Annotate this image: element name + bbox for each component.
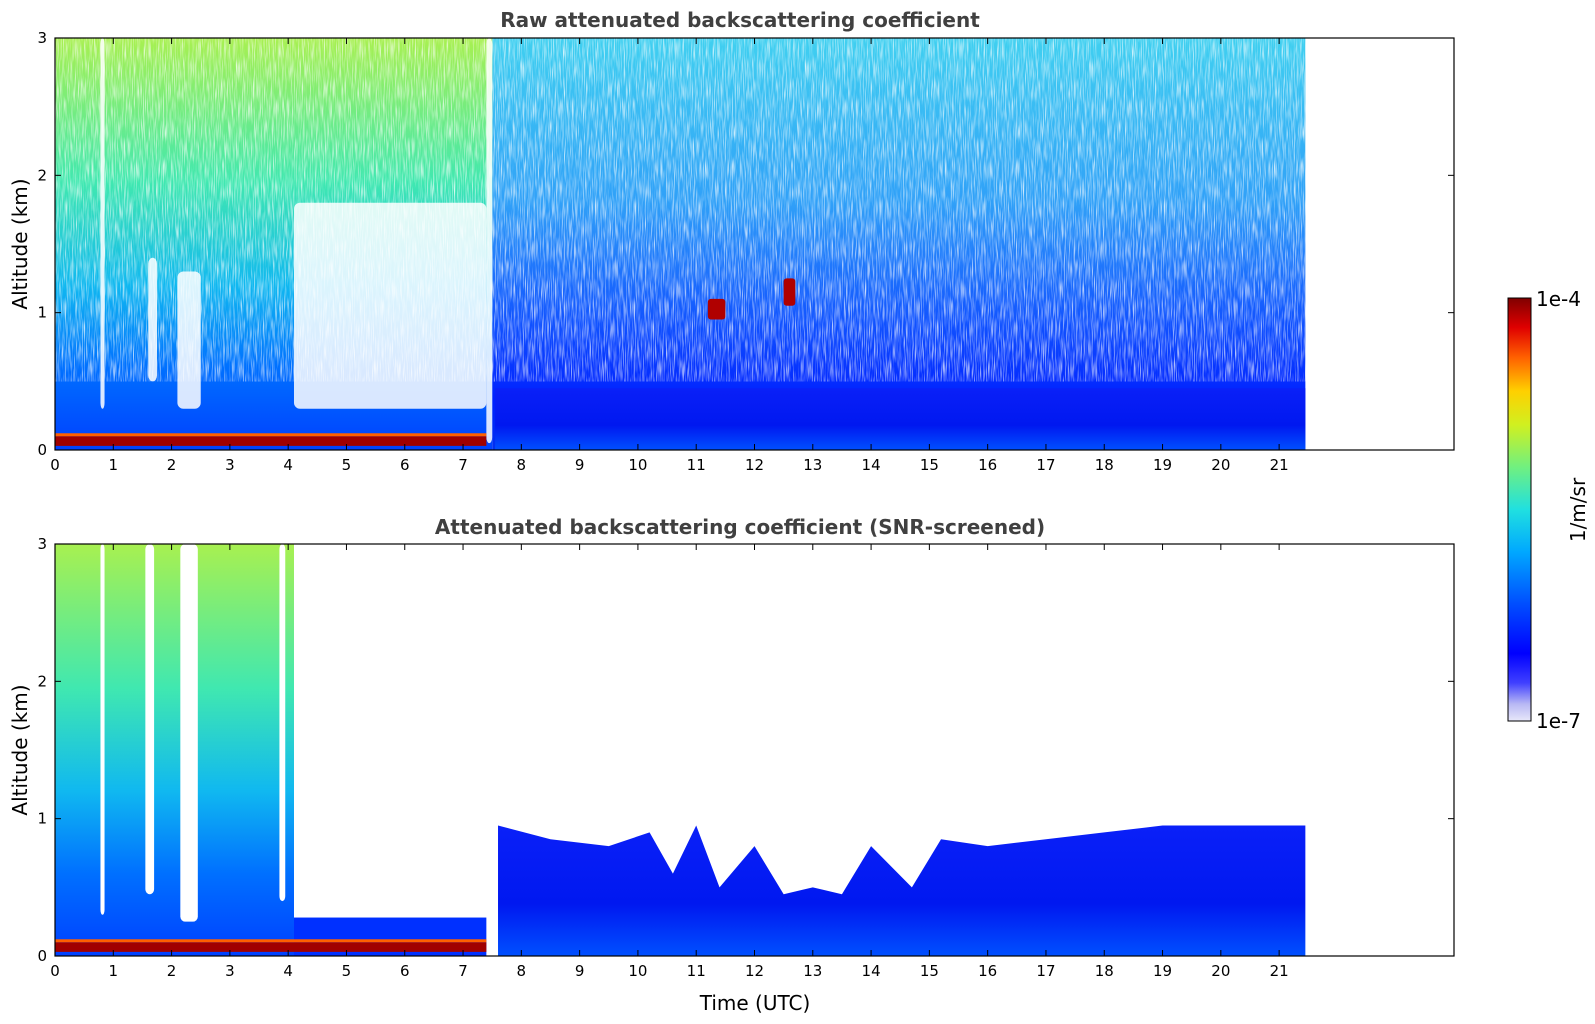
x-tick-label: 20 <box>1211 456 1230 474</box>
x-tick-label: 5 <box>342 962 352 980</box>
cloud-feature <box>707 298 726 320</box>
surface-layer-edge <box>55 433 487 437</box>
x-tick-label: 11 <box>687 962 706 980</box>
cloud-feature <box>783 278 796 306</box>
surface-layer <box>55 436 487 446</box>
surface-layer-edge <box>55 939 487 943</box>
y-tick-label: 1 <box>37 810 47 828</box>
x-tick-label: 2 <box>167 962 177 980</box>
x-tick-label: 21 <box>1270 456 1289 474</box>
x-tick-label: 14 <box>862 962 881 980</box>
colorbar-gradient <box>1507 297 1532 722</box>
x-tick-label: 10 <box>628 962 647 980</box>
x-tick-label: 18 <box>1095 456 1114 474</box>
x-tick-label: 4 <box>283 962 293 980</box>
x-tick-label: 0 <box>50 962 60 980</box>
x-axis-label: Time (UTC) <box>699 991 811 1015</box>
colorbar-max-label: 1e-4 <box>1536 287 1581 311</box>
x-tick-label: 1 <box>109 456 119 474</box>
snr-gap <box>100 544 105 915</box>
x-tick-label: 8 <box>517 456 527 474</box>
x-tick-label: 3 <box>225 962 235 980</box>
x-tick-label: 10 <box>628 456 647 474</box>
x-tick-label: 8 <box>517 962 527 980</box>
colorbar-min-label: 1e-7 <box>1536 709 1581 733</box>
colorbar: 1e-4 1e-7 1/m/sr <box>1507 287 1590 733</box>
x-tick-label: 9 <box>575 456 585 474</box>
y-axis-label-raw: Altitude (km) <box>8 178 32 309</box>
heatmap-snr <box>55 544 1306 956</box>
snr-aerosol-region <box>55 544 294 956</box>
snr-gap <box>180 544 198 922</box>
y-tick-label: 2 <box>37 672 47 690</box>
x-tick-label: 12 <box>745 456 764 474</box>
x-tick-label: 6 <box>400 456 410 474</box>
y-tick-label: 1 <box>37 304 47 322</box>
x-tick-label: 19 <box>1153 962 1172 980</box>
y-tick-label: 0 <box>37 947 47 965</box>
x-tick-label: 16 <box>978 962 997 980</box>
y-tick-label: 0 <box>37 441 47 459</box>
snr-gap <box>145 544 155 895</box>
colorbar-unit-label: 1/m/sr <box>1566 477 1590 542</box>
raw-gap <box>148 257 158 382</box>
x-tick-label: 7 <box>458 456 468 474</box>
y-axis-label-snr: Altitude (km) <box>8 684 32 815</box>
x-tick-label: 13 <box>803 456 822 474</box>
x-tick-label: 1 <box>109 962 119 980</box>
x-tick-label: 2 <box>167 456 177 474</box>
x-tick-label: 0 <box>50 456 60 474</box>
snr-boundary-layer <box>498 825 1306 956</box>
snr-panel: Attenuated backscattering coefficient (S… <box>8 515 1455 1015</box>
chart-title-raw: Raw attenuated backscattering coefficien… <box>500 8 980 32</box>
y-tick-label: 2 <box>37 166 47 184</box>
x-tick-label: 5 <box>342 456 352 474</box>
raw-gap <box>293 202 487 409</box>
x-tick-label: 15 <box>920 962 939 980</box>
y-tick-label: 3 <box>37 535 47 553</box>
raw-gap <box>100 38 105 409</box>
x-tick-label: 11 <box>687 456 706 474</box>
x-tick-label: 19 <box>1153 456 1172 474</box>
x-tick-label: 9 <box>575 962 585 980</box>
chart-title-snr: Attenuated backscattering coefficient (S… <box>435 515 1045 539</box>
x-tick-label: 17 <box>1036 962 1055 980</box>
x-tick-label: 18 <box>1095 962 1114 980</box>
heatmap-raw <box>55 38 1306 450</box>
x-tick-label: 15 <box>920 456 939 474</box>
x-tick-label: 6 <box>400 962 410 980</box>
x-tick-label: 3 <box>225 456 235 474</box>
y-tick-label: 3 <box>37 29 47 47</box>
x-tick-label: 14 <box>862 456 881 474</box>
raw-gap <box>177 271 201 409</box>
x-tick-label: 4 <box>283 456 293 474</box>
x-tick-label: 17 <box>1036 456 1055 474</box>
surface-layer <box>55 942 487 952</box>
raw-panel: Raw attenuated backscattering coefficien… <box>8 8 1455 474</box>
x-tick-label: 13 <box>803 962 822 980</box>
raw-gap <box>486 38 493 444</box>
x-tick-label: 20 <box>1211 962 1230 980</box>
snr-gap <box>279 544 286 902</box>
raw-noise <box>55 38 1306 382</box>
x-tick-label: 12 <box>745 962 764 980</box>
x-tick-label: 21 <box>1270 962 1289 980</box>
x-tick-label: 7 <box>458 962 468 980</box>
x-tick-label: 16 <box>978 456 997 474</box>
raw-boundary-layer <box>495 388 1306 450</box>
